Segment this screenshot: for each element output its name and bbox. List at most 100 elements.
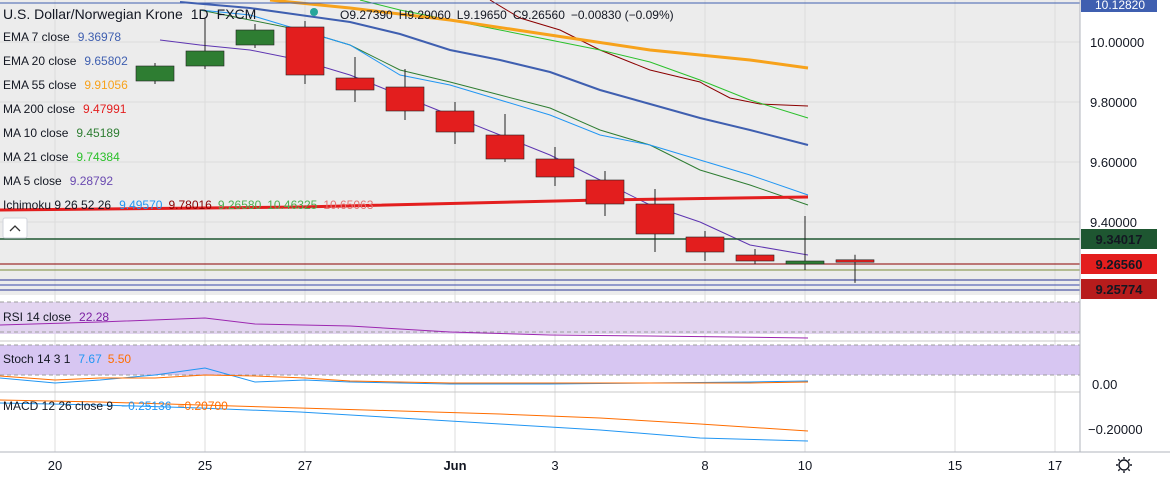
price-badge-label: 9.26560	[1096, 257, 1143, 272]
top-price-badge	[1081, 0, 1157, 12]
price-ticks: 10.00000 9.80000 9.60000 9.40000	[1090, 35, 1144, 230]
legend-name: EMA 55 close	[3, 78, 77, 92]
legend-value: 9.36978	[78, 30, 122, 44]
chart-title: U.S. Dollar/Norwegian Krone 1D FXCM	[3, 6, 256, 22]
price-badge-label: 9.25774	[1096, 282, 1144, 297]
ichimoku-value-2: 9.78016	[168, 198, 212, 212]
rsi-pane-band	[0, 302, 1080, 334]
macd-legend: MACD 12 26 close 9 −0.25136 −0.20700	[3, 399, 228, 413]
price-badges: 9.34017 9.26560 9.25774	[1081, 229, 1157, 299]
rsi-line	[0, 317, 809, 339]
gear-icon	[1118, 459, 1130, 471]
candle[interactable]	[685, 236, 725, 253]
price-badge	[1081, 279, 1157, 299]
time-axis[interactable]: 20 25 27 Jun 3 8 10 15 17	[48, 458, 1062, 473]
candle[interactable]	[585, 179, 625, 205]
time-tick-label: 8	[701, 458, 708, 473]
time-tick-label: 20	[48, 458, 62, 473]
settings-button[interactable]	[1116, 457, 1132, 473]
macd-signal-line	[0, 399, 809, 432]
legend-value: 9.74384	[76, 150, 120, 164]
candle[interactable]	[735, 254, 775, 262]
legend-name: MA 10 close	[3, 126, 69, 140]
macd-axis-label: −0.20000	[1088, 422, 1143, 437]
ma-5-line	[159, 39, 809, 256]
legend-value: 9.65802	[84, 54, 128, 68]
ichimoku-value-3: 9.26580	[218, 198, 262, 212]
open-value: O9.27390	[340, 8, 393, 22]
ichimoku-legend: Ichimoku 9 26 52 26 9.49570 9.78016 9.26580…	[3, 198, 374, 212]
time-tick-label: 3	[551, 458, 558, 473]
legend-item: MA 21 close 9.74384	[3, 150, 120, 164]
rsi-value: 22.28	[79, 310, 109, 324]
rsi-label: RSI 14 close	[3, 310, 71, 324]
macd-value: −0.25136	[121, 399, 172, 413]
time-tick-label: 15	[948, 458, 962, 473]
legend-item: EMA 20 close 9.65802	[3, 54, 128, 68]
legend-name: EMA 20 close	[3, 54, 77, 68]
collapse-legend-button[interactable]	[2, 217, 28, 239]
legend-name: EMA 7 close	[3, 30, 70, 44]
candle[interactable]	[535, 158, 575, 178]
close-value: C9.26560	[513, 8, 565, 22]
rsi-legend: RSI 14 close 22.28	[3, 310, 109, 324]
stoch-k-value: 7.67	[78, 352, 102, 366]
ichimoku-base-line	[489, 0, 809, 107]
stoch-label: Stoch 14 3 1	[3, 352, 71, 366]
macd-line	[0, 402, 809, 442]
macd-label: MACD 12 26 close 9	[3, 399, 113, 413]
candle[interactable]	[435, 110, 475, 133]
low-value: L9.19650	[457, 8, 507, 22]
stoch-axis-label: 0.00	[1092, 377, 1117, 392]
high-value: H9.29060	[399, 8, 451, 22]
candle[interactable]	[485, 134, 525, 160]
ichimoku-value-1: 9.49570	[119, 198, 163, 212]
candle[interactable]	[635, 203, 675, 235]
legend-name: MA 5 close	[3, 174, 62, 188]
market-status-icon	[310, 8, 318, 16]
indicator-lines	[0, 0, 1080, 291]
candle[interactable]	[285, 26, 325, 76]
legend-item: EMA 55 close 9.91056	[3, 78, 128, 92]
candle[interactable]	[785, 260, 825, 265]
legend-item: MA 5 close 9.28792	[3, 174, 113, 188]
candles[interactable]	[135, 18, 875, 283]
price-badge	[1081, 229, 1157, 249]
ema-55-line	[269, 0, 809, 70]
stoch-pane-band	[0, 345, 1080, 375]
ichimoku-value-4: 10.46325	[267, 198, 317, 212]
ema-20-line	[179, 1, 809, 146]
stoch-legend: Stoch 14 3 1 7.67 5.50	[3, 352, 131, 366]
candle[interactable]	[235, 29, 275, 46]
price-badge-label: 9.34017	[1096, 232, 1143, 247]
price-tick-label: 9.80000	[1090, 95, 1137, 110]
legend-item: EMA 7 close 9.36978	[3, 30, 121, 44]
stoch-d-value: 5.50	[108, 352, 132, 366]
stoch-d-line	[0, 374, 809, 384]
price-tick-label: 10.00000	[1090, 35, 1144, 50]
legend-value: 9.28792	[70, 174, 114, 188]
chevron-up-icon	[9, 225, 21, 232]
time-tick-label: 25	[198, 458, 212, 473]
interval: 1D	[191, 6, 209, 22]
candle[interactable]	[135, 65, 175, 82]
legend-name: MA 21 close	[3, 150, 69, 164]
candle[interactable]	[185, 50, 225, 67]
change-value: −0.00830 (−0.09%)	[571, 8, 674, 22]
time-tick-label: 27	[298, 458, 312, 473]
ohlc-readout: O9.27390 H9.29060 L9.19650 C9.26560 −0.00830…	[340, 8, 674, 22]
ichimoku-value-5: 10.65063	[323, 198, 373, 212]
candle[interactable]	[385, 86, 425, 112]
candle[interactable]	[835, 259, 875, 263]
legend-value: 9.45189	[76, 126, 120, 140]
exchange: FXCM	[217, 6, 257, 22]
candle[interactable]	[335, 77, 375, 91]
time-tick-label: 17	[1048, 458, 1062, 473]
ma-200-line	[0, 195, 809, 212]
price-tick-label: 9.40000	[1090, 215, 1137, 230]
legend-value: 9.47991	[83, 102, 127, 116]
price-badge	[1081, 254, 1157, 274]
